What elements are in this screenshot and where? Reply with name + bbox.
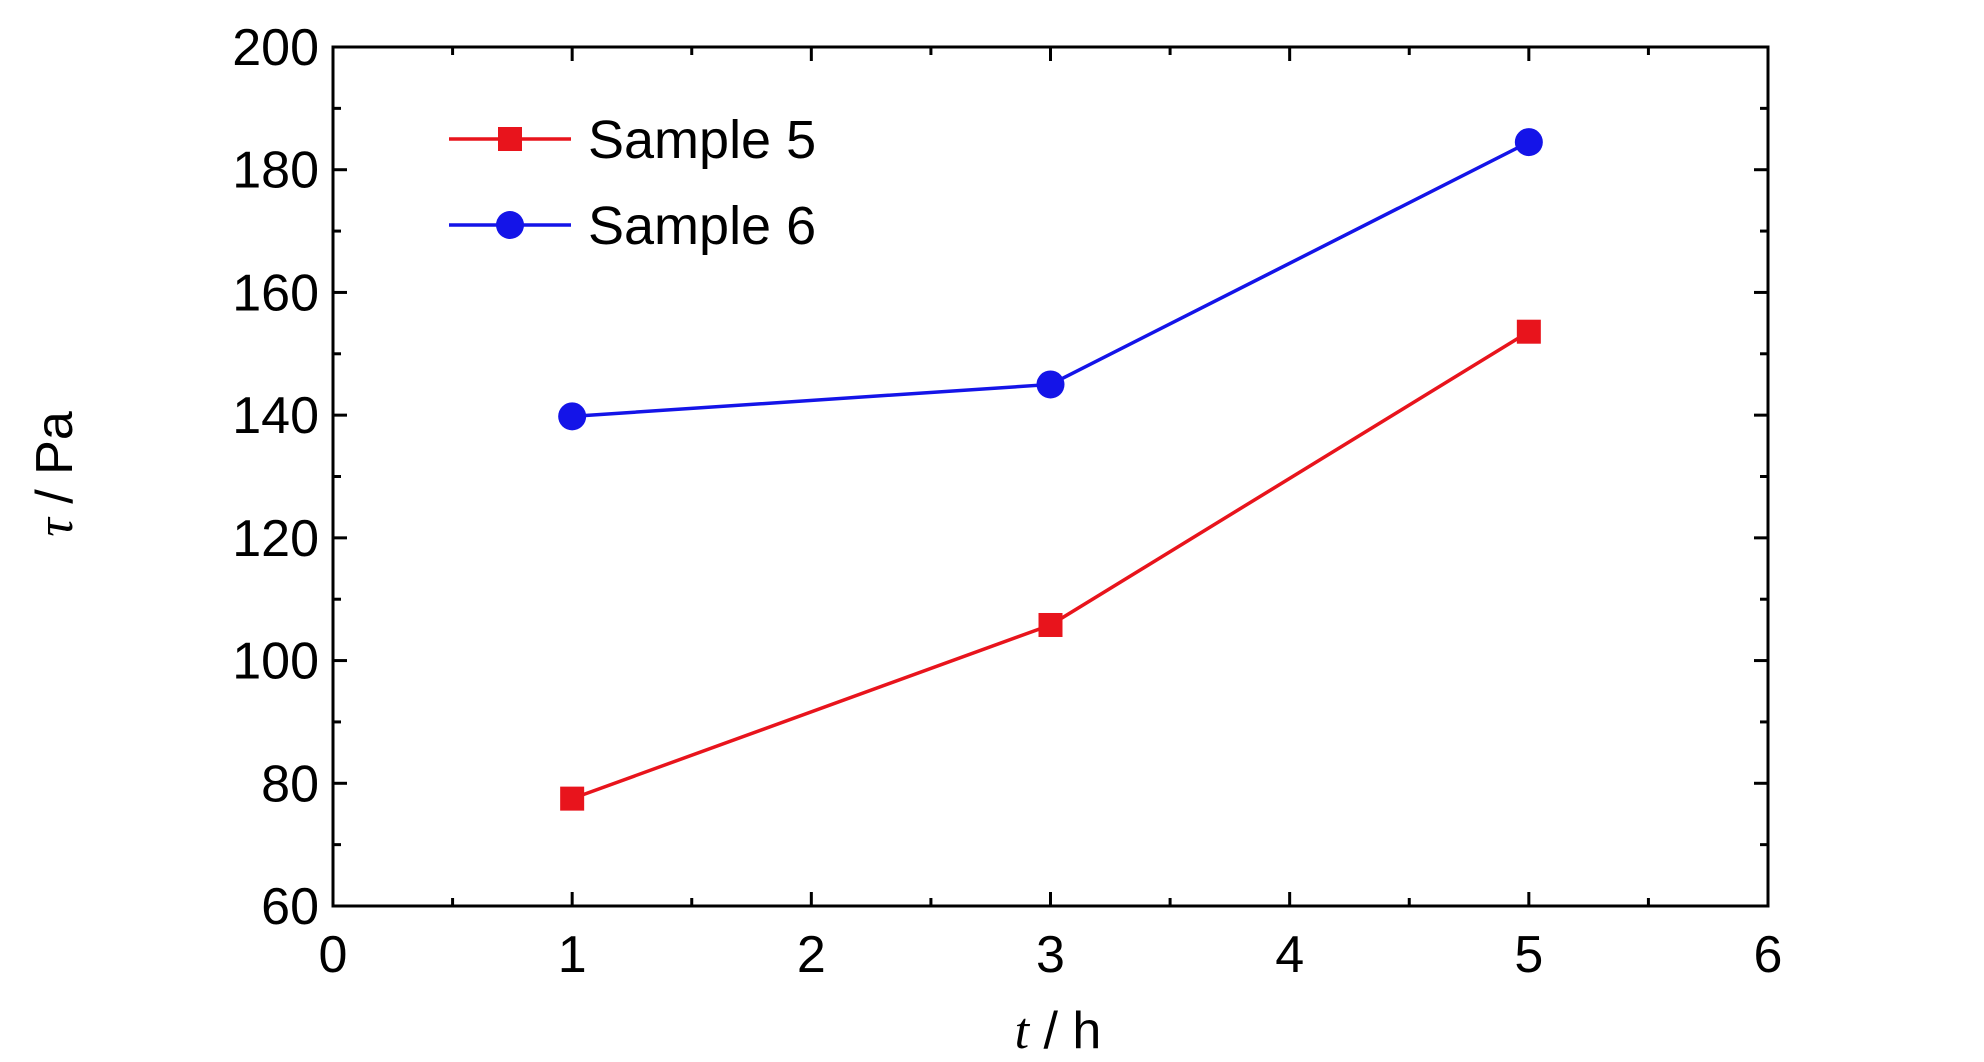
legend-item-2: Sample 6 (449, 196, 816, 256)
y-axis-variable: τ (27, 516, 84, 537)
series-layer (558, 128, 1543, 811)
x-tick-label: 1 (558, 926, 587, 984)
data-point (1516, 319, 1541, 344)
data-point (558, 402, 587, 431)
x-tick-label: 6 (1754, 926, 1783, 984)
x-tick-label: 2 (797, 926, 826, 984)
x-tick-label: 3 (1036, 926, 1065, 984)
x-axis-title: t / h (1015, 1002, 1102, 1060)
legend-marker (498, 127, 522, 151)
legend-item-1: Sample 5 (449, 110, 816, 170)
x-tick-label: 5 (1514, 926, 1543, 984)
y-tick-label: 160 (232, 264, 319, 322)
y-tick-label: 180 (232, 142, 319, 200)
x-axis-unit: / h (1029, 1002, 1101, 1060)
y-tick-label: 80 (261, 755, 319, 813)
series-line (571, 330, 1530, 801)
y-tick-label: 200 (232, 19, 319, 77)
y-axis-unit: / Pa (26, 411, 84, 518)
data-point (1036, 370, 1065, 399)
axes: 0 1 2 3 4 5 6 60 80 100 120 140 160 180 200 (232, 19, 1782, 984)
y-tick-label: 120 (232, 510, 319, 568)
x-axis-variable: t (1015, 1003, 1031, 1060)
data-point (1514, 128, 1543, 157)
y-axis-title: τ / Pa (26, 411, 84, 537)
legend-label: Sample 6 (588, 196, 816, 256)
legend-label: Sample 5 (588, 110, 816, 170)
x-tick-label: 4 (1275, 926, 1304, 984)
data-point (560, 786, 585, 811)
plot-frame (331, 45, 1770, 908)
y-tick-label: 100 (232, 633, 319, 691)
y-tick-label: 140 (232, 387, 319, 445)
y-tick-label: 60 (261, 878, 319, 936)
series-1 (560, 319, 1541, 811)
legend: Sample 5 Sample 6 (449, 110, 816, 256)
x-tick-label: 0 (319, 926, 348, 984)
data-point (1038, 612, 1063, 637)
series-2 (558, 128, 1543, 431)
legend-marker (496, 211, 524, 239)
